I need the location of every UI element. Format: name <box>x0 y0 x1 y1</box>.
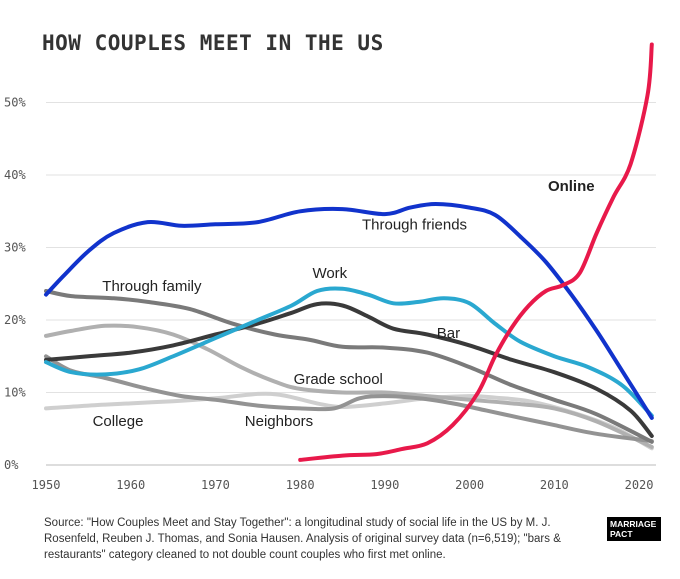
series-label-neighbors: Neighbors <box>245 413 313 430</box>
series-label-through-family: Through family <box>102 278 202 295</box>
source-note: Source: "How Couples Meet and Stay Toget… <box>44 517 561 561</box>
series-line-bar <box>44 301 654 438</box>
series-label-bar: Bar <box>437 325 460 342</box>
x-tick-label: 2020 <box>625 478 654 492</box>
series-line-grade-school <box>44 323 654 449</box>
series-label-work: Work <box>312 265 347 282</box>
series-line-online <box>298 42 654 462</box>
x-tick-label: 1990 <box>370 478 399 492</box>
series-line-through-family <box>44 289 654 444</box>
series-label-through-friends: Through friends <box>362 216 467 233</box>
x-tick-label: 1960 <box>116 478 145 492</box>
x-tick-label: 2010 <box>540 478 569 492</box>
y-tick-label: 40% <box>4 168 26 182</box>
x-tick-label: 2000 <box>455 478 484 492</box>
y-tick-label: 0% <box>4 458 19 472</box>
y-tick-label: 10% <box>4 386 26 400</box>
series-label-online: Online <box>548 178 595 195</box>
chart-plot: 0% 10% 20% 30% 40% 50% 1950 1960 1970 1980 1990 200… <box>4 42 656 492</box>
y-tick-label: 20% <box>4 313 26 327</box>
x-tick-label: 1950 <box>32 478 61 492</box>
y-tick-label: 30% <box>4 241 26 255</box>
x-tick-label: 1980 <box>286 478 315 492</box>
series-label-college: College <box>93 413 144 430</box>
chart-title: HOW COUPLES MEET IN THE US <box>42 31 384 55</box>
marriage-pact-logo: MARRIAGE PACT <box>607 517 661 541</box>
x-tick-label: 1970 <box>201 478 230 492</box>
series-line-neighbors <box>44 354 654 444</box>
series-label-grade-school: Grade school <box>294 371 383 388</box>
y-tick-label: 50% <box>4 96 26 110</box>
series-line-work <box>44 286 654 418</box>
